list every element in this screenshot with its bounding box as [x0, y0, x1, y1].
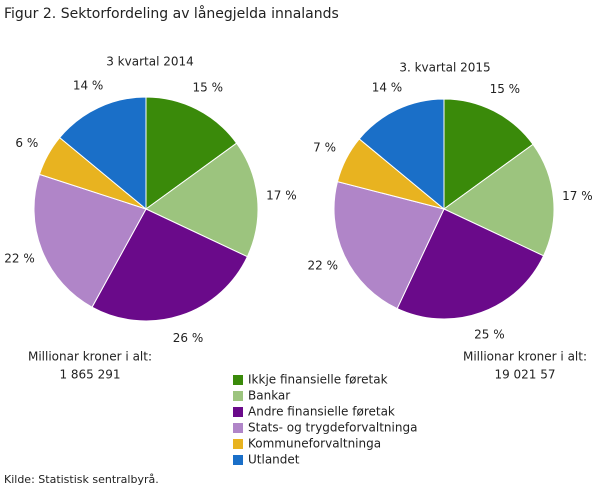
pie-slice — [58, 96, 147, 211]
slice-label: 17 % — [562, 189, 593, 203]
legend-swatch — [233, 439, 243, 449]
legend-swatch — [233, 375, 243, 385]
legend-label: Kommuneforvaltninga — [248, 437, 381, 451]
slice-label: 14 % — [73, 78, 104, 92]
pie-slice — [443, 98, 534, 210]
pie-slice — [333, 181, 445, 310]
legend-swatch — [233, 423, 243, 433]
slice-label: 6 % — [15, 136, 38, 150]
pie-slice — [145, 96, 238, 210]
total-label: Millionar kroner i alt: — [463, 350, 587, 364]
legend-swatch — [233, 455, 243, 465]
slice-label: 15 % — [192, 80, 223, 94]
legend-label: Stats- og trygdeforvaltninga — [248, 421, 417, 435]
slice-label: 17 % — [266, 189, 297, 203]
pie-slice — [358, 98, 445, 211]
total-value: 19 021 57 — [494, 368, 555, 382]
total-label: Millionar kroner i alt: — [28, 350, 152, 364]
legend-swatch — [233, 391, 243, 401]
slice-label: 14 % — [372, 80, 403, 94]
slice-label: 7 % — [313, 141, 336, 155]
pie-slice — [33, 173, 147, 308]
figure-title: Figur 2. Sektorfordeling av lånegjelda i… — [4, 5, 339, 22]
legend-label: Andre finansielle føretak — [248, 405, 395, 419]
total-value: 1 865 291 — [59, 368, 120, 382]
legend-label: Bankar — [248, 389, 290, 403]
pie-title: 3. kvartal 2015 — [399, 61, 490, 75]
legend-label: Utlandet — [248, 453, 300, 467]
pie-slice — [145, 142, 259, 258]
slice-label: 25 % — [474, 328, 505, 342]
slice-label: 26 % — [173, 331, 204, 345]
source: Kilde: Statistisk sentralbyrå. — [4, 473, 159, 486]
legend-swatch — [233, 407, 243, 417]
slice-label: 22 % — [308, 259, 339, 273]
pie-slice — [396, 208, 545, 320]
slice-label: 22 % — [4, 252, 35, 266]
pie-title: 3 kvartal 2014 — [106, 55, 194, 69]
slice-label: 15 % — [490, 82, 521, 96]
pie-slice — [443, 143, 555, 257]
legend-label: Ikkje finansielle føretak — [248, 373, 388, 387]
